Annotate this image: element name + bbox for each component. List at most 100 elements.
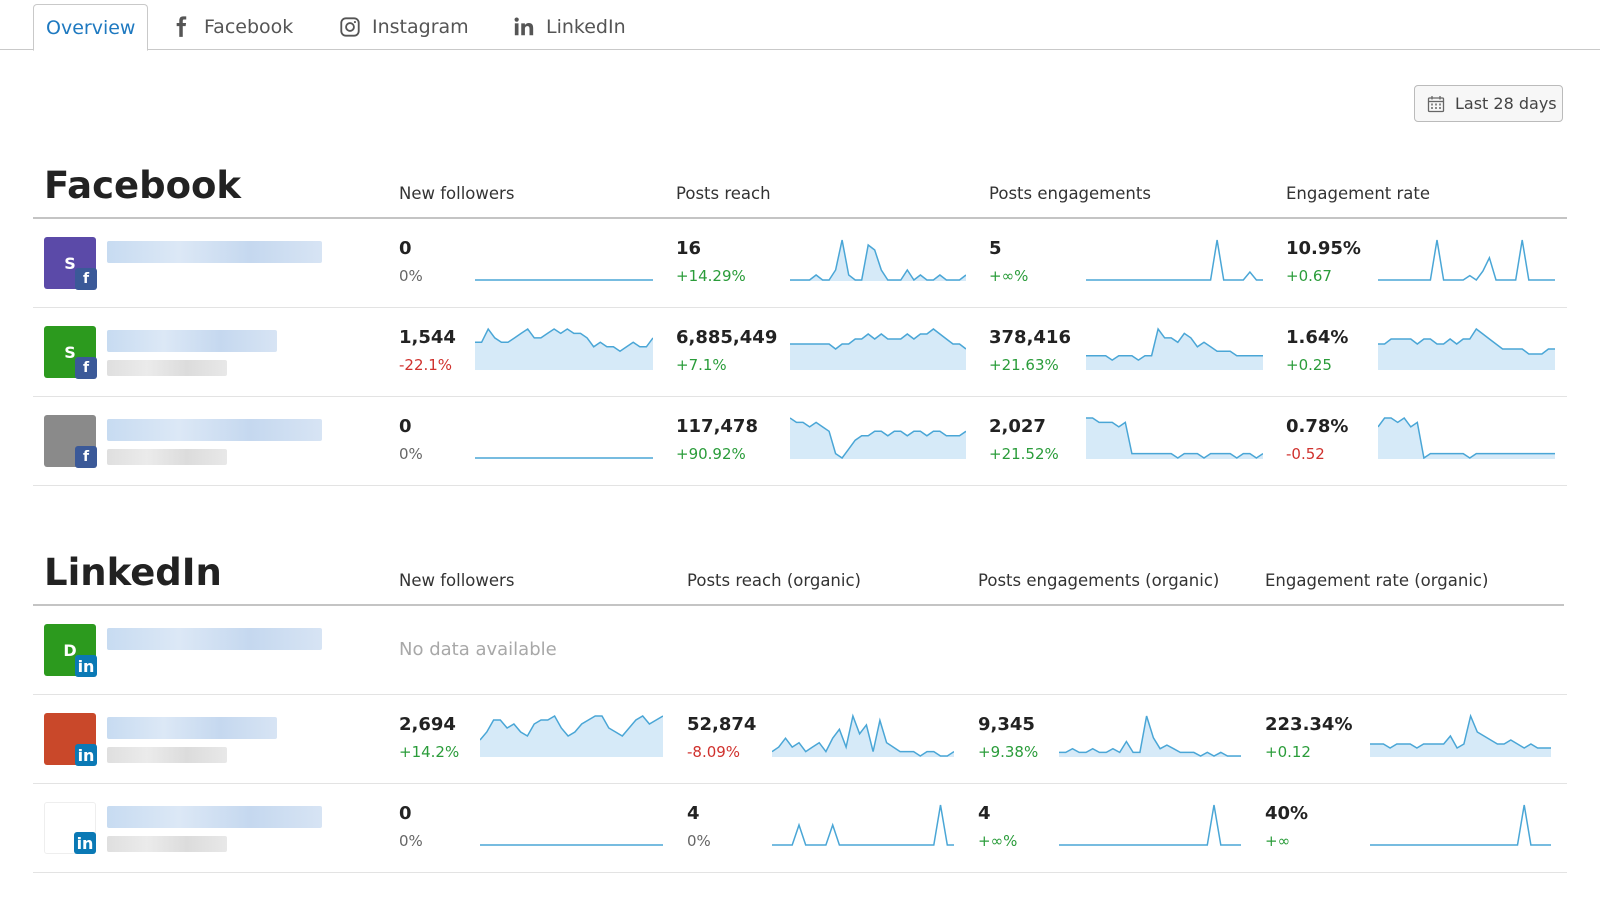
tab-bar: Overview Facebook Instagram LinkedIn (0, 0, 1600, 51)
li-header-divider (33, 604, 1564, 606)
metric-cell: 16 +14.29% (676, 238, 746, 285)
metric-value: 6,885,449 (676, 327, 778, 348)
metric-change: +9.38% (978, 743, 1039, 761)
sparkline-chart (1378, 237, 1555, 285)
tab-linkedin-label: LinkedIn (546, 16, 626, 38)
metric-value: 4 (978, 803, 991, 824)
sparkline-line (475, 327, 654, 353)
account-name-redacted (107, 330, 277, 352)
fb-col-engagement-rate: Engagement rate (1286, 184, 1431, 203)
metric-value: 223.34% (1265, 714, 1353, 735)
account-avatar: in (44, 802, 96, 854)
sparkline-line (1059, 804, 1241, 846)
metric-value: 2,694 (399, 714, 456, 735)
sparkline-svg (789, 417, 967, 460)
metric-change: +∞% (989, 267, 1029, 285)
sparkline-chart (1086, 237, 1263, 285)
account-handle-redacted (107, 747, 227, 763)
sparkline-line (479, 714, 664, 741)
sparkline-line (790, 239, 967, 282)
metric-change: -0.52 (1286, 445, 1325, 463)
facebook-badge-icon: f (75, 446, 97, 468)
tab-overview[interactable]: Overview (33, 4, 149, 51)
sparkline-chart (475, 237, 653, 285)
li-col-posts-reach: Posts reach (organic) (687, 571, 861, 590)
account-row[interactable]: in 2,694 +14.2% 52,874 -8.09% 9,345 +9.38% 223.… (33, 695, 1567, 783)
account-handle-redacted (107, 449, 227, 465)
metric-value: 9,345 (978, 714, 1035, 735)
sparkline-line (1086, 327, 1263, 362)
metric-value: 117,478 (676, 416, 758, 437)
account-name-redacted (107, 419, 322, 441)
metric-cell: 9,345 +9.38% (978, 714, 1038, 761)
metric-change: +∞ (1265, 832, 1291, 850)
metric-cell: 0 0% (399, 238, 423, 285)
no-data-text: No data available (399, 639, 557, 660)
tab-instagram-label: Instagram (372, 16, 469, 38)
sparkline-area (1059, 716, 1241, 757)
sparkline-svg (1370, 804, 1551, 846)
fb-col-posts-engagements: Posts engagements (989, 184, 1151, 203)
metric-change: 0% (399, 832, 423, 850)
metric-cell: 40% +∞ (1265, 803, 1308, 850)
sparkline-area (1378, 418, 1555, 459)
tab-linkedin[interactable]: LinkedIn (512, 4, 626, 50)
linkedin-badge-icon: in (75, 655, 97, 677)
account-row[interactable]: f 0 0% 117,478 +90.92% 2,027 +21.52% 0.78% -0.52 (33, 397, 1567, 485)
metric-value: 0 (399, 238, 412, 259)
tab-overview-label: Overview (46, 16, 136, 39)
sparkline-line (1086, 417, 1264, 459)
sparkline-svg (480, 844, 663, 846)
avatar-letter: D (63, 640, 77, 660)
date-range-button[interactable]: Last 28 days (1414, 85, 1563, 122)
linkedin-badge-icon: in (75, 744, 97, 766)
metric-value: 52,874 (687, 714, 757, 735)
sparkline-area (480, 716, 663, 757)
metric-change: 0% (399, 267, 423, 285)
metric-change: 0% (687, 832, 711, 850)
sparkline-line (771, 713, 955, 757)
fb-col-posts-reach: Posts reach (676, 184, 771, 203)
row-divider (33, 307, 1567, 308)
sparkline-chart (1086, 326, 1263, 374)
tab-facebook[interactable]: Facebook (170, 4, 293, 50)
tab-instagram[interactable]: Instagram (338, 4, 469, 50)
sparkline-line (1086, 239, 1263, 281)
sparkline-area (1086, 418, 1263, 459)
sparkline-chart (1377, 415, 1555, 463)
sparkline-chart (479, 713, 664, 761)
sparkline-line (1370, 804, 1551, 846)
li-col-new-followers: New followers (399, 571, 515, 590)
sparkline-line (1377, 416, 1555, 460)
sparkline-svg (772, 804, 954, 846)
account-name-redacted (107, 628, 322, 650)
sparkline-line (789, 417, 967, 460)
avatar-letter: S (64, 342, 76, 362)
linkedin-badge-icon: in (74, 832, 96, 854)
sparkline-svg (790, 328, 967, 370)
instagram-icon (338, 15, 362, 39)
sparkline-svg (1086, 417, 1264, 459)
account-name-redacted (107, 717, 277, 739)
row-divider (33, 872, 1567, 873)
sparkline-area (772, 716, 954, 757)
date-range-label: Last 28 days (1455, 94, 1557, 113)
sparkline-chart (1059, 802, 1241, 850)
metric-value: 1.64% (1286, 327, 1349, 348)
row-divider (33, 396, 1567, 397)
account-row[interactable]: in 0 0% 4 0% 4 +∞% 40% +∞ (33, 784, 1567, 872)
row-divider (33, 485, 1567, 486)
account-handle-redacted (107, 360, 227, 376)
sparkline-svg (771, 713, 955, 757)
row-divider (33, 694, 1567, 695)
metric-cell: 0 0% (399, 803, 423, 850)
metric-value: 5 (989, 238, 1002, 259)
metric-change: +0.67 (1286, 267, 1332, 285)
metric-cell: 4 +∞% (978, 803, 1017, 850)
sparkline-chart (1059, 713, 1241, 761)
sparkline-area (475, 329, 653, 370)
metric-cell: 1,544 -22.1% (399, 327, 456, 374)
